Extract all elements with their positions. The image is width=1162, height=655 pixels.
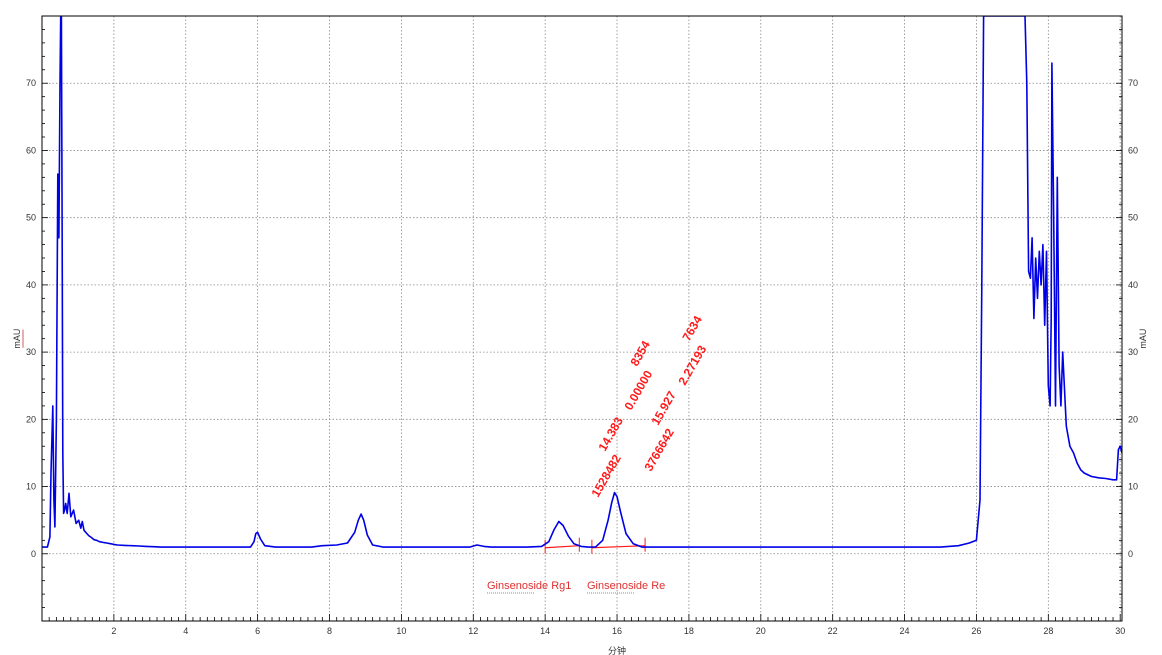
peak-annotation: 2.27193 xyxy=(675,343,709,388)
peak-annotation: 15.927 xyxy=(648,388,679,427)
x-tick-label: 6 xyxy=(255,626,260,636)
x-tick-label: 28 xyxy=(1043,626,1053,636)
series-layer xyxy=(42,16,1122,548)
x-tick-label: 16 xyxy=(612,626,622,636)
plot-frame xyxy=(41,15,1123,622)
y-tick-label-left: 0 xyxy=(31,549,36,559)
peak-annotation: 8354 xyxy=(627,338,653,368)
y-tick-label-left: 50 xyxy=(26,213,36,223)
x-tick-label: 30 xyxy=(1115,626,1125,636)
y-tick-label-left: 30 xyxy=(26,347,36,357)
y-tick-label-right: 30 xyxy=(1128,347,1138,357)
x-tick-label: 4 xyxy=(183,626,188,636)
integration-baselines xyxy=(544,537,646,554)
x-tick-label: 22 xyxy=(828,626,838,636)
x-tick-label: 8 xyxy=(327,626,332,636)
x-tick-label: 10 xyxy=(396,626,406,636)
peak-annotation: 3766642 xyxy=(641,426,677,474)
y-tick-label-left: 20 xyxy=(26,414,36,424)
y-tick-label-left: 70 xyxy=(26,78,36,88)
y-tick-label-right: 60 xyxy=(1128,145,1138,155)
peak-annotation: 14.383 xyxy=(595,414,626,453)
x-tick-label: 12 xyxy=(468,626,478,636)
y-tick-label-right: 40 xyxy=(1128,280,1138,290)
chromatogram-line xyxy=(42,16,1122,548)
grid xyxy=(42,16,1122,621)
peak-baseline xyxy=(591,545,646,549)
peak-annotation: 7634 xyxy=(679,313,705,343)
y-tick-label-left: 10 xyxy=(26,482,36,492)
x-tick-label: 18 xyxy=(684,626,694,636)
x-tick-label: 14 xyxy=(540,626,550,636)
x-tick-label: 2 xyxy=(111,626,116,636)
y-tick-label-left: 60 xyxy=(26,145,36,155)
y-tick-label-right: 70 xyxy=(1128,78,1138,88)
y-axis-title-right: mAU xyxy=(1138,329,1148,349)
peak-annotation: 0.00000 xyxy=(621,368,655,413)
x-tick-label: 26 xyxy=(971,626,981,636)
y-tick-label-right: 50 xyxy=(1128,213,1138,223)
x-axis-title: 分钟 xyxy=(608,645,626,655)
y-tick-label-right: 10 xyxy=(1128,482,1138,492)
peak-baseline xyxy=(545,545,580,549)
x-tick-label: 24 xyxy=(900,626,910,636)
y-tick-label-right: 20 xyxy=(1128,414,1138,424)
y-axis-title-left: mAU xyxy=(12,329,22,349)
peak-annotation: 1528482 xyxy=(588,452,624,500)
y-tick-label-right: 0 xyxy=(1128,549,1133,559)
compound-label-re: Ginsenoside Re xyxy=(587,580,665,592)
plot-border xyxy=(41,15,1123,622)
y-tick-label-left: 40 xyxy=(26,280,36,290)
x-tick-label: 20 xyxy=(756,626,766,636)
compound-label-rg1: Ginsenoside Rg1 xyxy=(487,580,571,592)
